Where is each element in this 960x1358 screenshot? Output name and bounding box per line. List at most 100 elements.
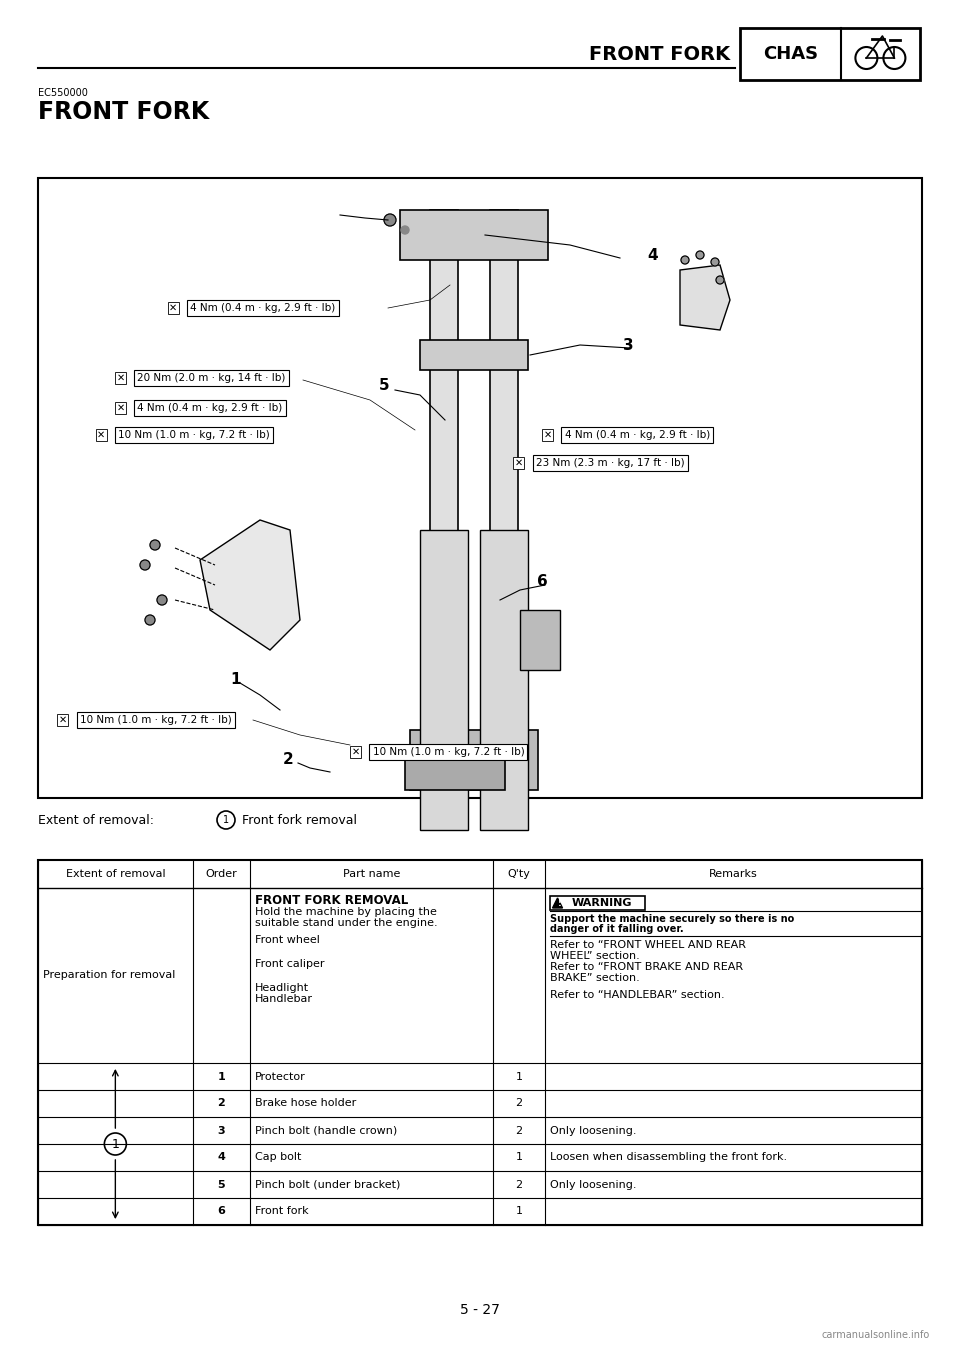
Text: 2: 2 [516,1126,522,1135]
Bar [38,860,922,888]
Text: Hold the machine by placing the: Hold the machine by placing the [255,907,437,917]
Text: 6: 6 [218,1206,226,1217]
Text: 1: 1 [223,815,229,826]
Polygon shape [680,265,730,330]
Text: Headlight: Headlight [255,983,309,993]
Text: 1: 1 [516,1071,522,1081]
Text: FRONT FORK REMOVAL: FRONT FORK REMOVAL [255,894,408,907]
Bar [420,530,468,830]
Text: 6: 6 [537,574,548,589]
Bar [549,896,644,910]
Text: Preparation for removal: Preparation for removal [43,971,176,980]
Text: Pinch bolt (under bracket): Pinch bolt (under bracket) [255,1180,400,1190]
Text: 20 Nm (2.0 m · kg, 14 ft · lb): 20 Nm (2.0 m · kg, 14 ft · lb) [137,373,286,383]
Text: 1: 1 [230,672,240,687]
Text: 2: 2 [516,1180,522,1190]
Text: BRAKE” section.: BRAKE” section. [549,972,639,983]
Text: 5: 5 [218,1180,226,1190]
Circle shape [711,258,719,266]
Text: Front wheel: Front wheel [255,936,320,945]
Bar [400,210,548,259]
Text: 2: 2 [516,1099,522,1108]
Text: ✕: ✕ [59,716,67,725]
Bar [740,29,920,80]
Text: Extent of removal: Extent of removal [65,869,165,879]
Text: Remarks: Remarks [708,869,757,879]
Text: ✕: ✕ [116,403,125,413]
Text: Loosen when disassembling the front fork.: Loosen when disassembling the front fork… [549,1153,786,1162]
Text: Front caliper: Front caliper [255,959,324,970]
Text: EC550000: EC550000 [38,88,88,98]
Text: 5 - 27: 5 - 27 [460,1302,500,1317]
Polygon shape [200,520,300,650]
Text: 10 Nm (1.0 m · kg, 7.2 ft · lb): 10 Nm (1.0 m · kg, 7.2 ft · lb) [80,716,231,725]
Text: Part name: Part name [343,869,400,879]
Circle shape [150,540,160,550]
Bar [420,340,528,369]
Text: ✕: ✕ [116,373,125,383]
Text: Cap bolt: Cap bolt [255,1153,301,1162]
Text: Brake hose holder: Brake hose holder [255,1099,356,1108]
Text: Refer to “FRONT BRAKE AND REAR: Refer to “FRONT BRAKE AND REAR [549,961,743,972]
Text: 23 Nm (2.3 m · kg, 17 ft · lb): 23 Nm (2.3 m · kg, 17 ft · lb) [536,458,684,469]
Text: Refer to “FRONT WHEEL AND REAR: Refer to “FRONT WHEEL AND REAR [549,940,746,951]
Text: 3: 3 [623,338,635,353]
Text: 1: 1 [111,1138,119,1150]
Circle shape [145,615,155,625]
Text: Front fork removal: Front fork removal [242,813,357,827]
Text: 4: 4 [647,247,659,262]
Text: 4: 4 [218,1153,226,1162]
Circle shape [681,257,689,263]
Bar [430,210,458,790]
Text: 2: 2 [282,752,294,767]
Text: 10 Nm (1.0 m · kg, 7.2 ft · lb): 10 Nm (1.0 m · kg, 7.2 ft · lb) [118,430,270,440]
Text: Only loosening.: Only loosening. [549,1126,636,1135]
Text: Order: Order [205,869,237,879]
Text: ✕: ✕ [543,430,552,440]
Text: Handlebar: Handlebar [255,994,313,1004]
Text: 1: 1 [516,1153,522,1162]
Circle shape [696,251,704,259]
Text: FRONT FORK: FRONT FORK [38,100,209,124]
Text: Refer to “HANDLEBAR” section.: Refer to “HANDLEBAR” section. [549,990,724,999]
Bar [410,731,538,790]
Text: 5: 5 [378,379,390,394]
Text: CHAS: CHAS [763,45,818,62]
Text: 4 Nm (0.4 m · kg, 2.9 ft · lb): 4 Nm (0.4 m · kg, 2.9 ft · lb) [190,303,335,312]
Text: 2: 2 [218,1099,226,1108]
Text: Front fork: Front fork [255,1206,309,1217]
Text: 4 Nm (0.4 m · kg, 2.9 ft · lb): 4 Nm (0.4 m · kg, 2.9 ft · lb) [564,430,709,440]
Text: Protector: Protector [255,1071,306,1081]
Text: 4 Nm (0.4 m · kg, 2.9 ft · lb): 4 Nm (0.4 m · kg, 2.9 ft · lb) [137,403,282,413]
Text: ✕: ✕ [169,303,178,312]
Text: suitable stand under the engine.: suitable stand under the engine. [255,918,438,928]
Text: 1: 1 [218,1071,226,1081]
Bar [405,760,505,790]
Text: WARNING: WARNING [571,898,632,909]
Circle shape [157,595,167,606]
Text: ✕: ✕ [515,458,523,469]
Bar [38,860,922,1225]
Text: WHEEL” section.: WHEEL” section. [549,951,639,961]
Circle shape [140,559,150,570]
Text: ✕: ✕ [97,430,106,440]
Bar [38,178,922,799]
Text: Support the machine securely so there is no: Support the machine securely so there is… [549,914,794,923]
Text: Pinch bolt (handle crown): Pinch bolt (handle crown) [255,1126,397,1135]
Text: 3: 3 [218,1126,226,1135]
Text: carmanualsonline.info: carmanualsonline.info [822,1329,930,1340]
Text: Extent of removal:: Extent of removal: [38,813,154,827]
Text: Q'ty: Q'ty [508,869,530,879]
Bar [490,210,518,790]
Circle shape [716,276,724,284]
Bar [520,610,560,669]
Text: 1: 1 [516,1206,522,1217]
Text: 10 Nm (1.0 m · kg, 7.2 ft · lb): 10 Nm (1.0 m · kg, 7.2 ft · lb) [372,747,524,756]
Text: danger of it falling over.: danger of it falling over. [549,923,684,934]
Circle shape [384,215,396,225]
Bar [480,530,528,830]
Text: !: ! [558,899,562,907]
Text: FRONT FORK: FRONT FORK [588,46,730,64]
Circle shape [401,225,409,234]
Text: ✕: ✕ [351,747,360,756]
